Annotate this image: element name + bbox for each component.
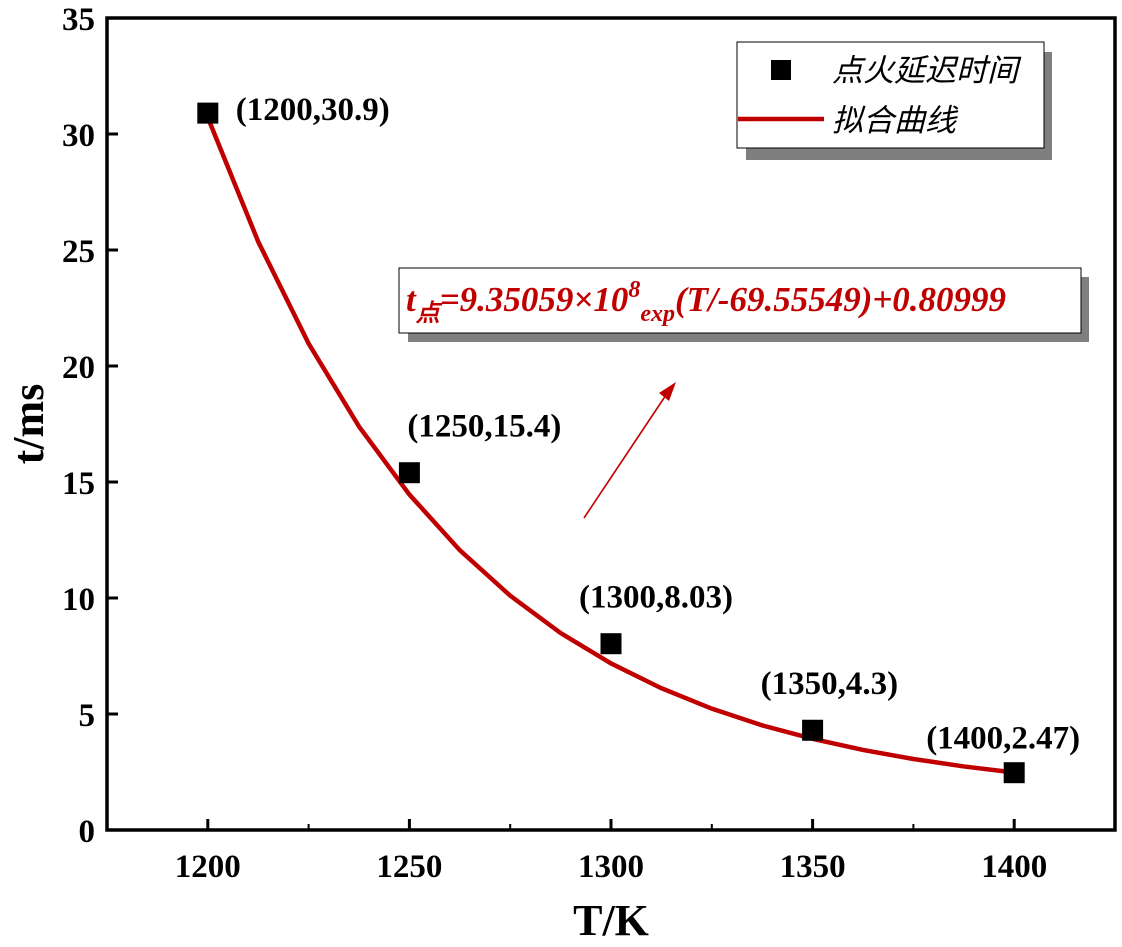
data-label-0: (1200,30.9) — [236, 92, 390, 128]
x-tick-label-0: 1200 — [175, 849, 241, 885]
y-tick-label-0: 0 — [79, 814, 96, 850]
data-point-markers — [197, 102, 1025, 784]
equation-superscript: 8 — [628, 277, 640, 303]
y-tick-label-3: 15 — [62, 466, 95, 502]
data-point-labels: (1200,30.9) (1250,15.4) (1300,8.03) (1350,4… — [236, 92, 1080, 757]
data-label-3: (1350,4.3) — [761, 666, 898, 702]
y-tick-label-1: 5 — [79, 698, 96, 734]
data-label-2: (1300,8.03) — [579, 580, 733, 616]
x-tick-label-4: 1400 — [981, 849, 1047, 885]
legend-marker-square — [771, 60, 791, 80]
data-point-3 — [802, 719, 824, 741]
x-axis-title: T/K — [573, 896, 649, 942]
equation-text: t点=9.35059×108exp(T/-69.55549)+0.80999 — [406, 277, 1006, 327]
legend-box — [736, 41, 1045, 149]
y-axis-ticks: 0 5 10 15 20 25 30 35 — [62, 2, 118, 850]
equation-exp: exp — [640, 301, 675, 327]
x-tick-label-1: 1250 — [376, 849, 442, 885]
y-tick-label-7: 35 — [62, 2, 95, 38]
arrow-head — [659, 382, 676, 401]
x-axis-ticks: 1200 1250 1300 1350 1400 — [106, 819, 1116, 885]
arrow-shaft — [583, 391, 669, 519]
y-tick-label-6: 30 — [62, 118, 95, 154]
equation-coefficient: =9.35059×10 — [440, 280, 629, 319]
equation-t: t — [406, 280, 417, 319]
equation-annotation: t点=9.35059×108exp(T/-69.55549)+0.80999 — [398, 267, 1089, 342]
data-label-1: (1250,15.4) — [407, 409, 561, 445]
equation-tail: (T/-69.55549)+0.80999 — [675, 280, 1006, 319]
equation-box — [398, 267, 1082, 334]
data-point-4 — [1003, 762, 1025, 784]
x-tick-label-2: 1300 — [578, 849, 644, 885]
data-point-1 — [398, 462, 420, 484]
data-point-2 — [600, 633, 622, 655]
y-axis-title: t/ms — [4, 384, 53, 465]
x-tick-label-3: 1350 — [780, 849, 846, 885]
fit-curve-line — [205, 116, 1015, 775]
y-tick-label-4: 20 — [62, 350, 95, 386]
legend-entry-fit: 拟合曲线 — [832, 103, 959, 139]
data-point-0 — [197, 102, 219, 124]
annotation-arrow — [583, 382, 676, 519]
y-tick-label-5: 25 — [62, 234, 95, 270]
legend: 点火延迟时间 拟合曲线 — [736, 41, 1052, 160]
data-label-4: (1400,2.47) — [926, 721, 1080, 757]
legend-entry-scatter: 点火延迟时间 — [832, 53, 1022, 89]
y-tick-label-2: 10 — [62, 582, 95, 618]
equation-subscript: 点 — [415, 300, 443, 327]
